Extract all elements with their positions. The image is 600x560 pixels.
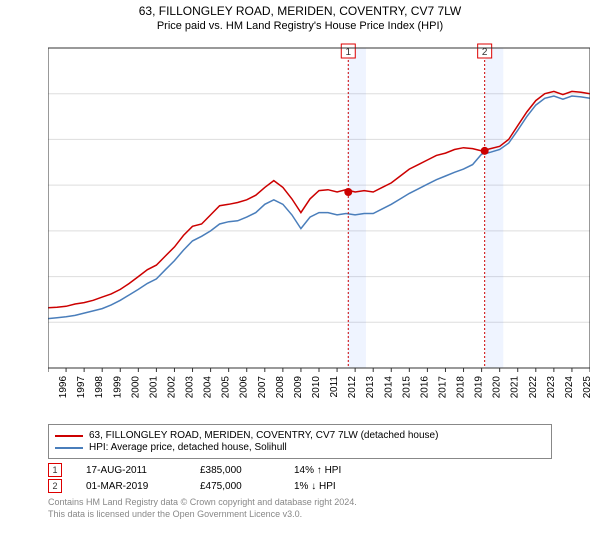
- svg-text:2002: 2002: [166, 376, 177, 399]
- svg-text:2012: 2012: [347, 376, 358, 399]
- svg-text:2015: 2015: [401, 376, 412, 399]
- svg-text:2000: 2000: [130, 376, 141, 399]
- svg-text:2009: 2009: [293, 376, 304, 399]
- footer-line: This data is licensed under the Open Gov…: [48, 509, 552, 521]
- svg-text:1: 1: [345, 47, 351, 58]
- legend-row: HPI: Average price, detached house, Soli…: [55, 442, 545, 453]
- event-marker-icon: 2: [48, 479, 62, 493]
- svg-text:2003: 2003: [185, 376, 196, 399]
- svg-text:1996: 1996: [58, 376, 69, 399]
- svg-text:2018: 2018: [456, 376, 467, 399]
- event-marker-icon: 1: [48, 463, 62, 477]
- svg-text:2004: 2004: [203, 376, 214, 399]
- svg-text:2011: 2011: [329, 376, 340, 398]
- svg-text:2013: 2013: [365, 376, 376, 399]
- legend-swatch: [55, 447, 83, 449]
- chart-plot-area: £0£100K£200K£300K£400K£500K£600K£700K199…: [48, 38, 590, 418]
- svg-text:2025: 2025: [582, 376, 590, 399]
- svg-text:2019: 2019: [474, 376, 485, 399]
- footer-line: Contains HM Land Registry data © Crown c…: [48, 497, 552, 509]
- event-delta: 14% ↑ HPI: [294, 465, 341, 476]
- events-table: 1 17-AUG-2011 £385,000 14% ↑ HPI 2 01-MA…: [48, 463, 552, 493]
- svg-text:2020: 2020: [492, 376, 503, 399]
- event-price: £385,000: [200, 465, 270, 476]
- svg-text:2022: 2022: [528, 376, 539, 399]
- chart-subtitle: Price paid vs. HM Land Registry's House …: [0, 18, 600, 38]
- event-date: 01-MAR-2019: [86, 481, 176, 492]
- svg-text:1998: 1998: [94, 376, 105, 399]
- svg-text:2017: 2017: [437, 376, 448, 399]
- svg-text:2001: 2001: [148, 376, 159, 399]
- svg-text:2007: 2007: [257, 376, 268, 399]
- legend: 63, FILLONGLEY ROAD, MERIDEN, COVENTRY, …: [48, 424, 552, 459]
- event-row: 2 01-MAR-2019 £475,000 1% ↓ HPI: [48, 479, 552, 493]
- legend-swatch: [55, 435, 83, 437]
- svg-text:2023: 2023: [546, 376, 557, 399]
- svg-text:2014: 2014: [383, 376, 394, 399]
- legend-label: 63, FILLONGLEY ROAD, MERIDEN, COVENTRY, …: [89, 430, 438, 441]
- chart-svg: £0£100K£200K£300K£400K£500K£600K£700K199…: [48, 38, 590, 418]
- svg-text:1997: 1997: [76, 376, 87, 399]
- event-date: 17-AUG-2011: [86, 465, 176, 476]
- svg-text:2005: 2005: [221, 376, 232, 399]
- event-delta: 1% ↓ HPI: [294, 481, 336, 492]
- svg-text:2024: 2024: [564, 376, 575, 399]
- legend-row: 63, FILLONGLEY ROAD, MERIDEN, COVENTRY, …: [55, 430, 545, 441]
- svg-text:2016: 2016: [419, 376, 430, 399]
- event-row: 1 17-AUG-2011 £385,000 14% ↑ HPI: [48, 463, 552, 477]
- svg-text:2008: 2008: [275, 376, 286, 399]
- svg-text:2021: 2021: [510, 376, 521, 399]
- event-price: £475,000: [200, 481, 270, 492]
- footer-attribution: Contains HM Land Registry data © Crown c…: [48, 497, 552, 520]
- chart-title: 63, FILLONGLEY ROAD, MERIDEN, COVENTRY, …: [0, 0, 600, 18]
- chart-container: 63, FILLONGLEY ROAD, MERIDEN, COVENTRY, …: [0, 0, 600, 560]
- svg-text:1999: 1999: [112, 376, 123, 399]
- svg-text:2010: 2010: [311, 376, 322, 399]
- svg-text:2: 2: [482, 47, 488, 58]
- svg-text:2006: 2006: [239, 376, 250, 399]
- svg-text:1995: 1995: [48, 376, 51, 399]
- legend-label: HPI: Average price, detached house, Soli…: [89, 442, 287, 453]
